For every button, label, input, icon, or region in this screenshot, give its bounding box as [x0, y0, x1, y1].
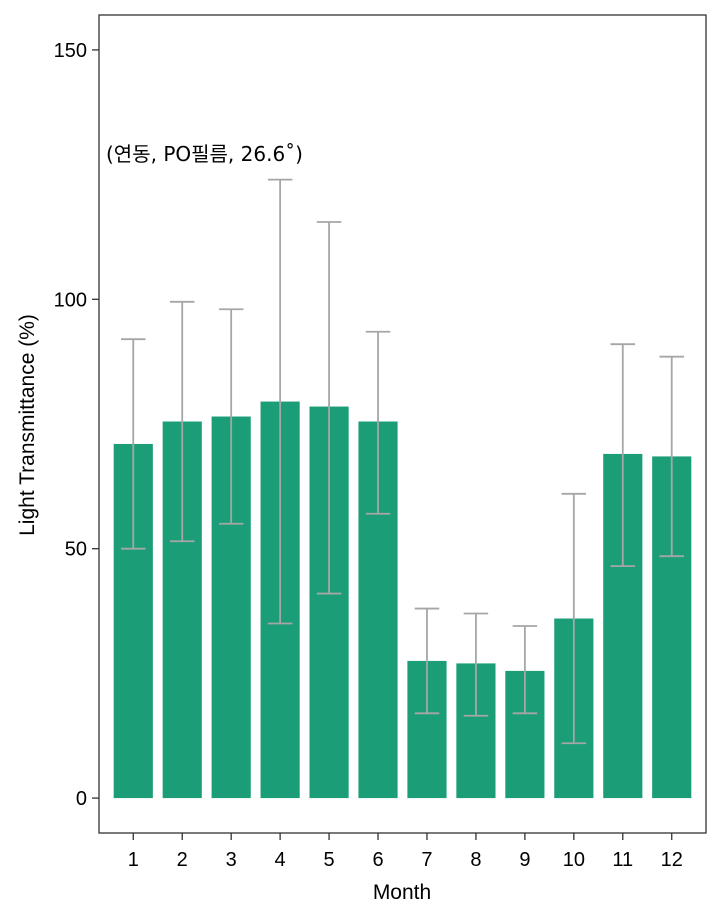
- x-tick-label: 9: [519, 849, 530, 871]
- y-tick-label: 100: [54, 289, 87, 311]
- bars: [113, 401, 692, 799]
- error-bar: [316, 221, 342, 595]
- x-tick-label: 3: [226, 849, 237, 871]
- error-bar: [169, 300, 195, 543]
- x-tick-label: 7: [421, 849, 432, 871]
- x-tick-label: 11: [612, 849, 633, 871]
- x-axis-title: Month: [373, 881, 431, 904]
- error-bar: [121, 338, 146, 550]
- error-bar: [267, 178, 293, 625]
- y-axis-title: Light Transmittance (%): [16, 314, 39, 536]
- error-bar: [463, 612, 489, 717]
- x-tick-label: 5: [324, 849, 335, 871]
- x-tick-label: 4: [275, 849, 286, 871]
- x-tick-label: 6: [372, 849, 383, 871]
- chart-annotation: (연동, PO필름, 26.6˚): [106, 142, 303, 166]
- error-bar: [218, 308, 244, 525]
- plot-panel: [98, 14, 707, 834]
- x-tick-label: 12: [661, 849, 683, 871]
- y-tick-label: 50: [65, 539, 87, 561]
- x-axis: 1 2 3 4 5 6 7 8 9 10 11 12: [128, 833, 683, 871]
- y-tick-label: 150: [54, 40, 87, 62]
- error-bar: [610, 343, 636, 568]
- y-tick-label: 0: [76, 788, 87, 810]
- x-tick-label: 2: [177, 849, 188, 871]
- error-bar: [414, 607, 440, 715]
- x-tick-label: 8: [470, 849, 481, 871]
- x-tick-label: 10: [563, 849, 585, 871]
- error-bar: [659, 355, 684, 558]
- error-bar: [365, 330, 391, 515]
- error-bar: [512, 625, 538, 715]
- x-tick-label: 1: [128, 849, 139, 871]
- error-bar: [561, 492, 587, 745]
- y-axis: 0 50 100 150: [54, 40, 99, 810]
- error-bars: [121, 178, 684, 745]
